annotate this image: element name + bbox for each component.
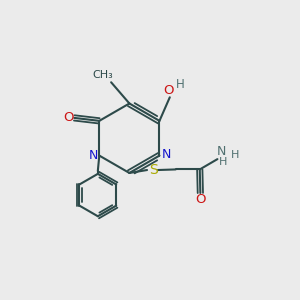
Text: H: H — [176, 77, 184, 91]
Text: N: N — [161, 148, 171, 160]
Text: N: N — [89, 148, 98, 161]
Text: S: S — [149, 163, 158, 177]
Text: H: H — [231, 150, 239, 160]
Text: H: H — [219, 157, 227, 167]
Text: O: O — [163, 84, 174, 97]
Text: O: O — [195, 193, 206, 206]
Text: N: N — [217, 145, 226, 158]
Text: O: O — [63, 111, 74, 124]
Text: CH₃: CH₃ — [92, 70, 113, 80]
